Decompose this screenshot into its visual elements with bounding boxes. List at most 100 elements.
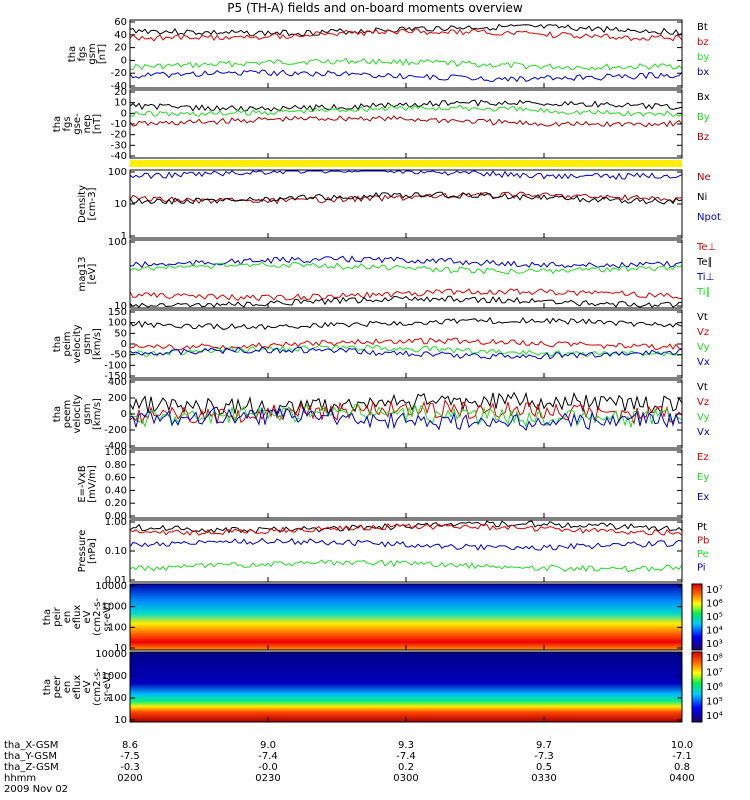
y-tick-label: 1.00 <box>105 447 127 458</box>
footer-value: -0.3 <box>120 762 140 773</box>
y-tick-label: 10000 <box>95 649 127 660</box>
footer-row-label: tha_Z-GSM <box>4 762 59 773</box>
footer-value: 0400 <box>669 773 695 784</box>
legend-entry: Bz <box>697 132 709 143</box>
footer-value: 0330 <box>531 773 557 784</box>
y-tick-label: -20 <box>111 68 127 79</box>
y-tick-label: 10 <box>114 98 127 109</box>
series-line-Bz <box>129 115 683 128</box>
y-tick-label: 10 <box>114 715 127 726</box>
legend-entry: Vx <box>697 357 710 368</box>
y-tick-label: 0 <box>121 108 127 119</box>
legend-entry: Ti∥ <box>696 287 711 298</box>
colorbar-tick-label: 10⁴ <box>706 626 723 637</box>
y-axis-label: sr-eV) <box>102 602 113 631</box>
panel-frame <box>129 169 683 239</box>
colorbar-tick-label: 10⁷ <box>706 668 723 679</box>
series-line-Ti⊥ <box>129 255 683 269</box>
y-axis-label: (cm2-s- <box>92 598 103 636</box>
y-axis-label: gsm <box>87 43 98 64</box>
y-tick-label: 10 <box>114 301 127 312</box>
y-axis-label: [nT] <box>92 114 103 134</box>
y-axis-label: fgs <box>62 116 73 131</box>
footer-value: -0.0 <box>258 762 278 773</box>
y-axis-label: mag13 <box>77 257 88 292</box>
colorbar <box>691 583 703 651</box>
y-tick-label: -400 <box>104 441 127 452</box>
series-line-bz <box>129 28 683 42</box>
y-axis-label: sr-eV) <box>102 672 113 701</box>
y-axis-label: (cm2-s- <box>92 668 103 706</box>
y-tick-label: 0.10 <box>105 546 127 557</box>
footer-row: hhmm 0200 0230 0300 0330 0400 <box>4 773 744 784</box>
series-line-Vx <box>129 406 683 431</box>
y-axis-label: peim <box>62 331 73 356</box>
y-tick-label: 0.80 <box>105 460 127 471</box>
footer-value: 8.6 <box>122 740 138 751</box>
footer-date: 2009 Nov 02 <box>4 784 69 795</box>
y-tick-label: 20 <box>114 43 127 54</box>
series-line-Vt <box>129 391 683 417</box>
y-axis-label: tha <box>42 609 53 625</box>
y-axis-label: velocity <box>72 324 83 363</box>
y-tick-label: 50 <box>114 328 127 339</box>
legend-entry: Ez <box>697 452 709 463</box>
y-tick-label: 10000 <box>95 581 127 592</box>
series-line-Pe <box>129 559 683 573</box>
y-tick-label: 100 <box>108 318 127 329</box>
colorbar-tick-label: 10³ <box>706 639 723 650</box>
panel-frame <box>129 449 683 519</box>
legend-entry: by <box>697 52 709 63</box>
y-tick-label: -20 <box>111 130 127 141</box>
y-tick-label: -200 <box>104 425 127 436</box>
legend-entry: Vz <box>697 327 709 338</box>
legend-entry: bx <box>697 67 709 78</box>
series-line-Te⊥ <box>129 288 683 302</box>
y-tick-label: 10 <box>114 643 127 654</box>
y-tick-label: -100 <box>104 360 127 371</box>
legend-entry: Vt <box>697 382 708 393</box>
footer-value: -7.1 <box>672 751 692 762</box>
y-tick-label: 100 <box>108 693 127 704</box>
legend-entry: Pi <box>697 563 706 574</box>
y-tick-label: -150 <box>104 371 127 382</box>
y-tick-label: 1000 <box>102 602 127 613</box>
y-tick-label: 1000 <box>102 671 127 682</box>
y-axis-label: velocity <box>72 394 83 433</box>
y-tick-label: 60 <box>114 17 127 28</box>
y-tick-label: 0.60 <box>105 473 127 484</box>
footer-value: 9.3 <box>398 740 414 751</box>
y-axis-label: Density <box>77 185 88 223</box>
legend-entry: Pb <box>697 536 709 547</box>
series-line-Vz <box>129 399 683 425</box>
legend-entry: Vy <box>697 342 710 353</box>
y-axis-label: [mV/m] <box>87 465 98 503</box>
series-line-by <box>129 57 683 71</box>
y-tick-label: 0 <box>121 55 127 66</box>
y-tick-label: 20 <box>114 87 127 98</box>
y-axis-label: tha <box>42 679 53 695</box>
y-tick-label: 0 <box>121 339 127 350</box>
series-line-By <box>129 104 683 118</box>
legend-entry: Ne <box>697 172 711 183</box>
y-axis-label: gsm <box>82 403 93 424</box>
series-line-Ne <box>129 191 683 205</box>
y-tick-label: 200 <box>108 393 127 404</box>
legend-entry: Pe <box>697 549 709 560</box>
footer-value: -7.4 <box>396 751 416 762</box>
y-tick-label: 100 <box>108 237 127 248</box>
legend-entry: Ex <box>697 492 709 503</box>
footer-value: -7.4 <box>258 751 278 762</box>
colorbar-tick-label: 10⁸ <box>706 653 723 664</box>
legend-entry: Ey <box>697 472 709 483</box>
y-axis-label: tha <box>67 46 78 62</box>
series-line-Vz <box>129 337 683 351</box>
footer-row-label: tha_Y-GSM <box>4 751 58 762</box>
y-tick-label: 100 <box>108 622 127 633</box>
ephemeris-footer: tha_X-GSM 8.6 9.0 9.3 9.7 10.0 tha_Y-GSM -7.5 -7… <box>4 740 744 798</box>
series-line-Pt <box>129 520 683 534</box>
colorbar-tick-label: 10⁷ <box>706 585 723 596</box>
colorbar-tick-label: 10⁴ <box>706 711 723 722</box>
y-axis-label: gsm <box>82 333 93 354</box>
